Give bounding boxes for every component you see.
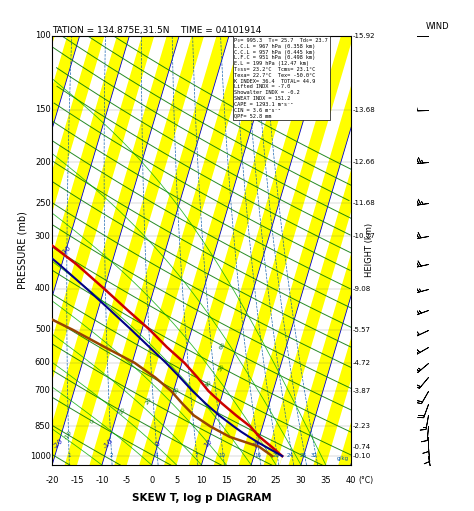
Text: 2: 2	[109, 453, 113, 458]
Polygon shape	[227, 36, 366, 465]
Text: -20: -20	[52, 437, 64, 450]
Text: HEIGHT (km): HEIGHT (km)	[365, 223, 374, 277]
Text: 4: 4	[155, 453, 158, 458]
Text: 300: 300	[35, 232, 51, 241]
Polygon shape	[27, 36, 167, 465]
Polygon shape	[351, 36, 474, 465]
Text: 7: 7	[194, 453, 198, 458]
Text: 10: 10	[219, 453, 226, 458]
Text: -5.57: -5.57	[353, 327, 371, 333]
Text: 850: 850	[35, 422, 51, 431]
Text: -10: -10	[102, 437, 114, 450]
Text: -15.92: -15.92	[353, 33, 375, 39]
Text: 30: 30	[172, 386, 181, 396]
Text: 30: 30	[296, 476, 306, 485]
Polygon shape	[326, 36, 465, 465]
Text: -0.74: -0.74	[353, 444, 371, 450]
Text: 10: 10	[118, 407, 126, 416]
Text: 150: 150	[35, 105, 51, 114]
Text: 20: 20	[246, 476, 256, 485]
Text: 20: 20	[273, 453, 279, 458]
Text: -2.23: -2.23	[353, 424, 371, 429]
Polygon shape	[0, 36, 42, 465]
Polygon shape	[2, 36, 142, 465]
Text: -10: -10	[63, 429, 73, 440]
Polygon shape	[102, 36, 241, 465]
Polygon shape	[77, 36, 217, 465]
Text: TATION = 134.875E,31.5N    TIME = 04101914: TATION = 134.875E,31.5N TIME = 04101914	[52, 26, 262, 35]
Text: 500: 500	[35, 325, 51, 334]
Text: 1000: 1000	[30, 452, 51, 460]
Polygon shape	[152, 36, 291, 465]
Text: -15: -15	[70, 476, 84, 485]
Text: -11.68: -11.68	[353, 200, 376, 206]
Y-axis label: PRESSURE (mb): PRESSURE (mb)	[17, 212, 27, 289]
Text: 25: 25	[271, 476, 282, 485]
Text: 10: 10	[202, 438, 213, 449]
Text: SKEW T, log p DIAGRAM: SKEW T, log p DIAGRAM	[132, 493, 271, 503]
Text: 200: 200	[35, 158, 51, 167]
Text: 0: 0	[155, 440, 162, 447]
Text: 250: 250	[35, 199, 51, 207]
Text: P₀= 995.3  T₀= 25.7  Td₀= 23.7
L.C.L = 967 hPa (0.358 km)
C.C.L = 957 hPa (0.445: P₀= 995.3 T₀= 25.7 Td₀= 23.7 L.C.L = 967…	[234, 38, 328, 119]
Text: WIND: WIND	[426, 22, 450, 32]
Text: -4.72: -4.72	[353, 360, 371, 366]
Polygon shape	[375, 36, 474, 465]
Text: 600: 600	[35, 358, 51, 367]
Text: 16: 16	[255, 453, 262, 458]
Text: 700: 700	[35, 386, 51, 396]
Text: 40: 40	[346, 476, 356, 485]
Polygon shape	[201, 36, 341, 465]
Text: -3.87: -3.87	[353, 388, 372, 394]
Text: 0: 0	[149, 476, 155, 485]
Text: -9.08: -9.08	[353, 286, 372, 292]
Text: 24: 24	[287, 453, 294, 458]
Text: 1: 1	[67, 453, 71, 458]
Text: 10: 10	[196, 476, 207, 485]
Text: 400: 400	[35, 284, 51, 293]
Text: -10: -10	[95, 476, 109, 485]
Text: 32: 32	[311, 453, 318, 458]
Polygon shape	[251, 36, 391, 465]
Polygon shape	[0, 36, 67, 465]
Text: 20: 20	[252, 438, 263, 449]
Text: 0: 0	[90, 419, 96, 425]
Text: -20: -20	[46, 476, 59, 485]
Text: 50: 50	[218, 363, 226, 373]
Polygon shape	[426, 36, 474, 465]
Polygon shape	[250, 438, 282, 465]
Polygon shape	[52, 36, 191, 465]
Polygon shape	[176, 36, 316, 465]
Text: 35: 35	[320, 476, 331, 485]
Text: 5: 5	[174, 476, 179, 485]
Text: -5: -5	[123, 476, 131, 485]
Text: -30: -30	[60, 244, 72, 257]
Text: -13.68: -13.68	[353, 107, 376, 113]
Text: -10.77: -10.77	[353, 234, 376, 239]
Text: 40: 40	[204, 379, 213, 389]
Text: 20: 20	[145, 396, 153, 405]
Text: -0.10: -0.10	[353, 453, 372, 459]
Text: 28: 28	[300, 453, 307, 458]
Polygon shape	[301, 36, 440, 465]
Polygon shape	[0, 36, 92, 465]
Polygon shape	[276, 36, 416, 465]
Text: 100: 100	[35, 31, 51, 40]
Text: (°C): (°C)	[358, 476, 374, 485]
Text: -12.66: -12.66	[353, 159, 376, 165]
Polygon shape	[450, 36, 474, 465]
Text: 60: 60	[219, 341, 227, 351]
Polygon shape	[0, 36, 18, 465]
Polygon shape	[127, 36, 266, 465]
Text: g/kg: g/kg	[337, 456, 349, 461]
Text: 15: 15	[221, 476, 232, 485]
Polygon shape	[0, 36, 117, 465]
Polygon shape	[401, 36, 474, 465]
